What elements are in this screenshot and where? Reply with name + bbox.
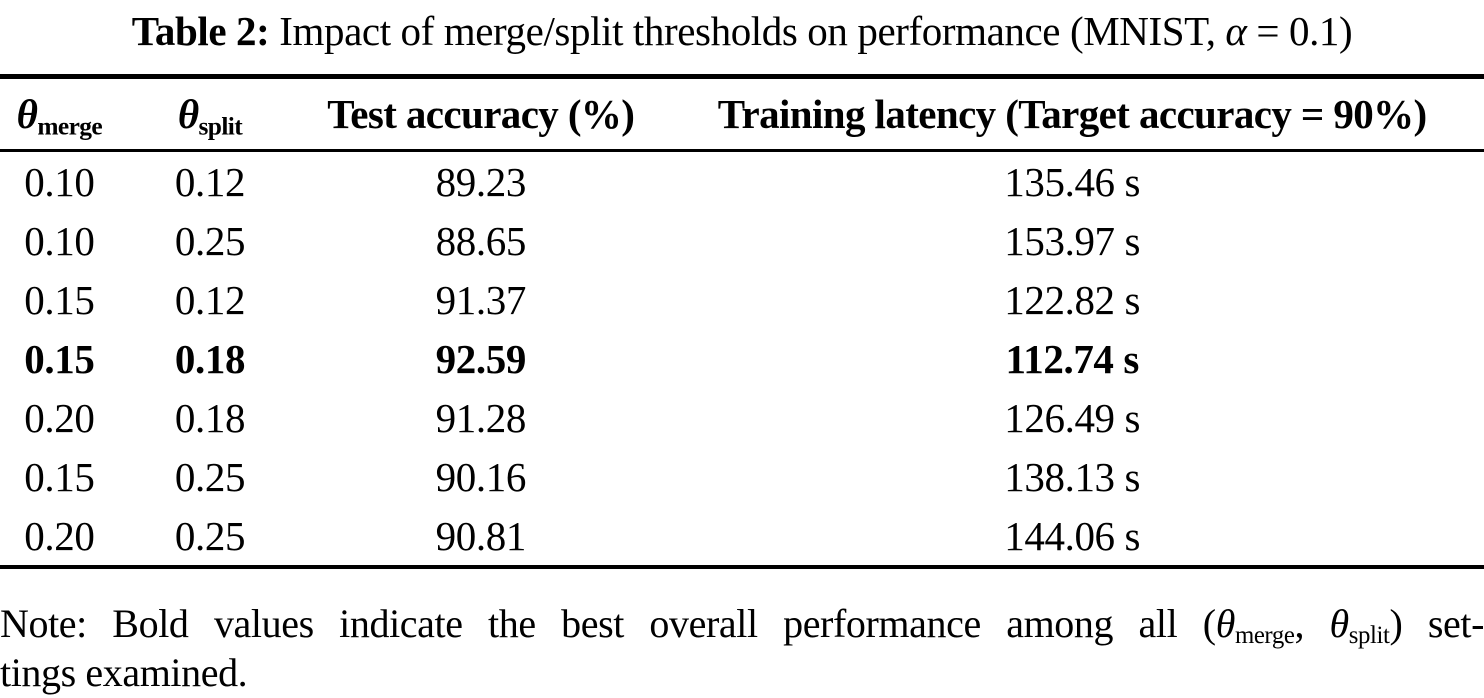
col-header-theta-merge: θmerge xyxy=(0,77,119,151)
cell-test-accuracy: 91.28 xyxy=(435,394,527,441)
note-text: ) set- xyxy=(1389,601,1484,646)
cell-test-accuracy: 91.37 xyxy=(435,276,527,323)
theta-subscript: split xyxy=(1348,622,1390,650)
table-header: θmerge θsplit Test accuracy (%) Training… xyxy=(0,76,1484,151)
table-row: 0.20 0.18 91.28 126.49 s xyxy=(0,388,1484,447)
cell-theta-split: 0.25 xyxy=(174,512,246,559)
table-body: 0.10 0.12 89.23 135.46 s 0.10 0.25 88.65 153.97… xyxy=(0,151,1484,567)
note-separator: , xyxy=(1294,601,1330,646)
cell-test-accuracy: 89.23 xyxy=(435,158,527,205)
cell-theta-split: 0.18 xyxy=(174,394,246,441)
cell-theta-split: 0.12 xyxy=(174,158,246,205)
cell-theta-merge: 0.15 xyxy=(24,276,95,323)
cell-test-accuracy: 90.16 xyxy=(435,453,527,500)
cell-test-accuracy: 90.81 xyxy=(435,512,527,559)
cell-theta-merge: 0.15 xyxy=(24,453,95,500)
header-row: θmerge θsplit Test accuracy (%) Training… xyxy=(0,76,1484,151)
col-header-training-latency: Training latency (Target accuracy = 90%) xyxy=(717,91,1427,137)
note-line-2: tings examined. xyxy=(0,650,248,695)
cell-theta-merge: 0.20 xyxy=(24,512,95,559)
theta-symbol: θ xyxy=(1329,601,1350,646)
cell-theta-merge: 0.10 xyxy=(24,158,95,205)
table-row: 0.10 0.12 89.23 135.46 s xyxy=(0,151,1484,212)
cell-training-latency: 135.46 s xyxy=(1004,158,1141,205)
table-row: 0.15 0.12 91.37 122.82 s xyxy=(0,270,1484,329)
cell-theta-merge: 0.20 xyxy=(24,394,95,441)
paper-table-figure: Table 2: Impact of merge/split threshold… xyxy=(0,4,1484,698)
col-header-test-accuracy: Test accuracy (%) xyxy=(327,91,635,137)
alpha-symbol: α xyxy=(1225,8,1247,54)
note-text: Note: Bold values indicate the best over… xyxy=(0,601,1216,646)
cell-training-latency: 126.49 s xyxy=(1004,394,1141,441)
table-row: 0.15 0.18 92.59 112.74 s xyxy=(0,329,1484,388)
cell-theta-merge: 0.10 xyxy=(24,217,95,264)
caption-text: Impact of merge/split thresholds on perf… xyxy=(269,8,1226,54)
cell-theta-split: 0.25 xyxy=(174,217,246,264)
theta-subscript: merge xyxy=(37,112,103,141)
cell-training-latency: 153.97 s xyxy=(1004,217,1141,264)
theta-subscript: split xyxy=(198,112,243,141)
cell-test-accuracy: 92.59 xyxy=(435,335,527,382)
note-line-1: Note: Bold values indicate the best over… xyxy=(0,599,1484,648)
cell-test-accuracy: 88.65 xyxy=(435,217,527,264)
theta-symbol: θ xyxy=(1215,601,1236,646)
cell-theta-merge: 0.15 xyxy=(24,335,95,382)
table-caption: Table 2: Impact of merge/split threshold… xyxy=(0,4,1484,58)
cell-theta-split: 0.18 xyxy=(174,335,246,382)
cell-training-latency: 122.82 s xyxy=(1004,276,1141,323)
cell-training-latency: 144.06 s xyxy=(1004,512,1141,559)
cell-theta-split: 0.25 xyxy=(174,453,246,500)
theta-subscript: merge xyxy=(1234,622,1295,650)
theta-symbol: θ xyxy=(177,91,199,137)
table-row: 0.20 0.25 90.81 144.06 s xyxy=(0,506,1484,567)
cell-training-latency: 112.74 s xyxy=(1005,335,1139,382)
caption-label: Table 2: xyxy=(131,8,270,54)
table-row: 0.15 0.25 90.16 138.13 s xyxy=(0,447,1484,506)
cell-training-latency: 138.13 s xyxy=(1004,453,1141,500)
table-note: Note: Bold values indicate the best over… xyxy=(0,599,1484,697)
table-row: 0.10 0.25 88.65 153.97 s xyxy=(0,211,1484,270)
col-header-theta-split: θsplit xyxy=(119,77,302,151)
results-table: θmerge θsplit Test accuracy (%) Training… xyxy=(0,74,1484,569)
cell-theta-split: 0.12 xyxy=(174,276,246,323)
theta-symbol: θ xyxy=(16,91,38,137)
caption-tail: = 0.1) xyxy=(1246,8,1353,54)
